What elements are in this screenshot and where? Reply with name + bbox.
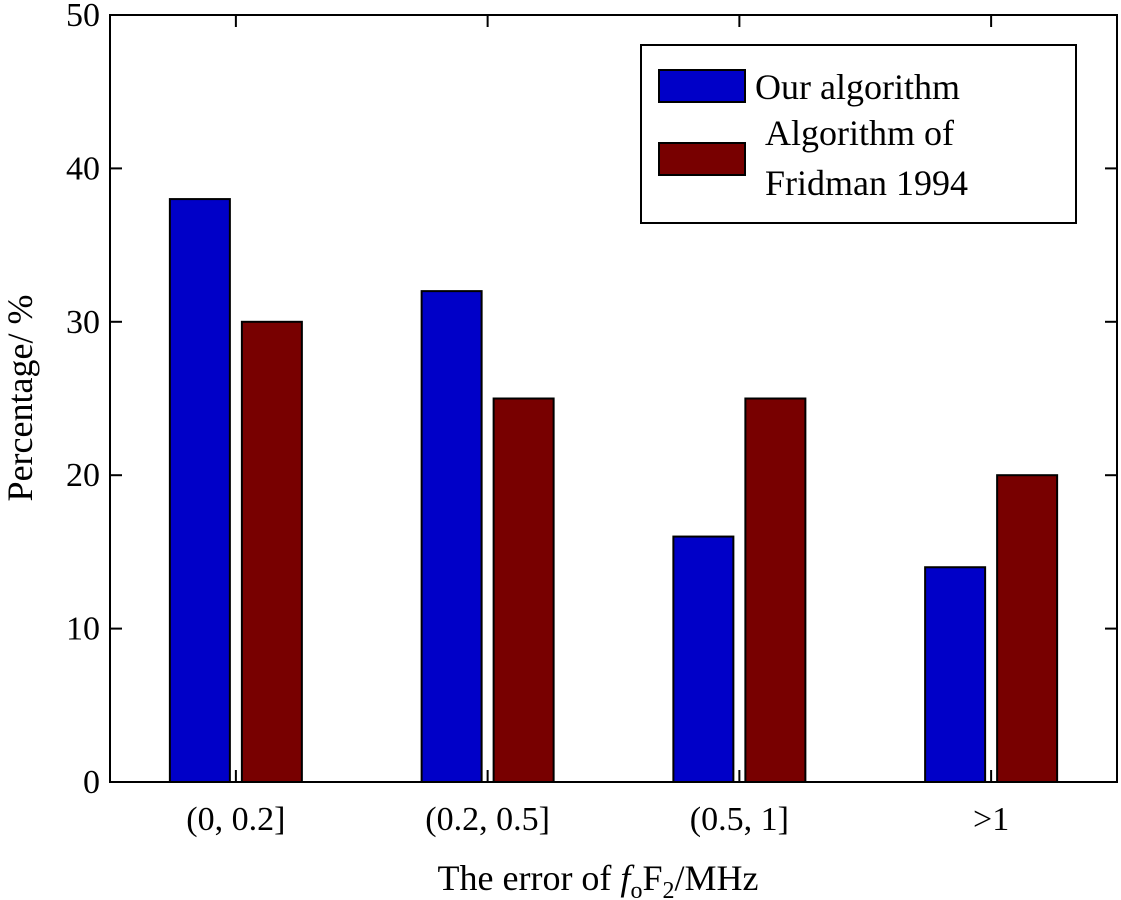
x-tick-label-0: (0, 0.2] — [186, 801, 285, 838]
legend-swatch-our-algorithm — [658, 69, 746, 103]
x-axis-ticks: (0, 0.2] (0.2, 0.5] (0.5, 1] >1 — [186, 15, 1009, 838]
x-tick-label-1: (0.2, 0.5] — [425, 801, 550, 838]
bar-series1-cat2 — [744, 397, 807, 783]
bar-series1-cat3 — [996, 474, 1059, 783]
x-axis-label-prefix: The error of — [438, 858, 621, 898]
x-axis-label-F: F — [642, 858, 662, 898]
y-tick-label-1: 10 — [66, 611, 100, 648]
bar-series0-cat1 — [420, 290, 483, 783]
y-tick-label-0: 0 — [83, 764, 100, 801]
bar-series0-cat0 — [168, 198, 231, 783]
plot-frame — [109, 14, 1118, 783]
x-tick-label-3: >1 — [973, 801, 1009, 838]
bars-layer — [168, 198, 1059, 783]
y-tick-label-2: 20 — [66, 457, 100, 494]
x-axis-label: The error of foF2/MHz — [438, 858, 759, 900]
x-axis-label-suffix: /MHz — [674, 858, 758, 898]
x-tick-label-2: (0.5, 1] — [690, 801, 789, 838]
y-tick-label-3: 30 — [66, 304, 100, 341]
bar-series0-cat3 — [924, 566, 987, 783]
bar-series0-cat2 — [672, 535, 735, 783]
legend: Our algorithm Algorithm of Fridman 1994 — [640, 44, 1077, 224]
legend-swatch-fridman-1994 — [658, 142, 746, 176]
legend-label-our-algorithm: Our algorithm — [755, 67, 960, 107]
y-tick-label-4: 40 — [66, 150, 100, 187]
y-axis-ticks: 0 10 20 30 40 50 — [66, 0, 1117, 801]
legend-label-fridman-line-1: Algorithm of — [765, 113, 954, 153]
y-axis-label: Percentage/ % — [0, 295, 40, 502]
x-axis-label-f-sub: o — [630, 878, 642, 900]
y-tick-label-5: 50 — [66, 0, 100, 34]
bar-series1-cat1 — [492, 397, 555, 783]
bar-series1-cat0 — [240, 320, 303, 783]
x-axis-label-F-sub: 2 — [662, 878, 674, 900]
legend-label-fridman-line-2: Fridman 1994 — [765, 163, 968, 203]
